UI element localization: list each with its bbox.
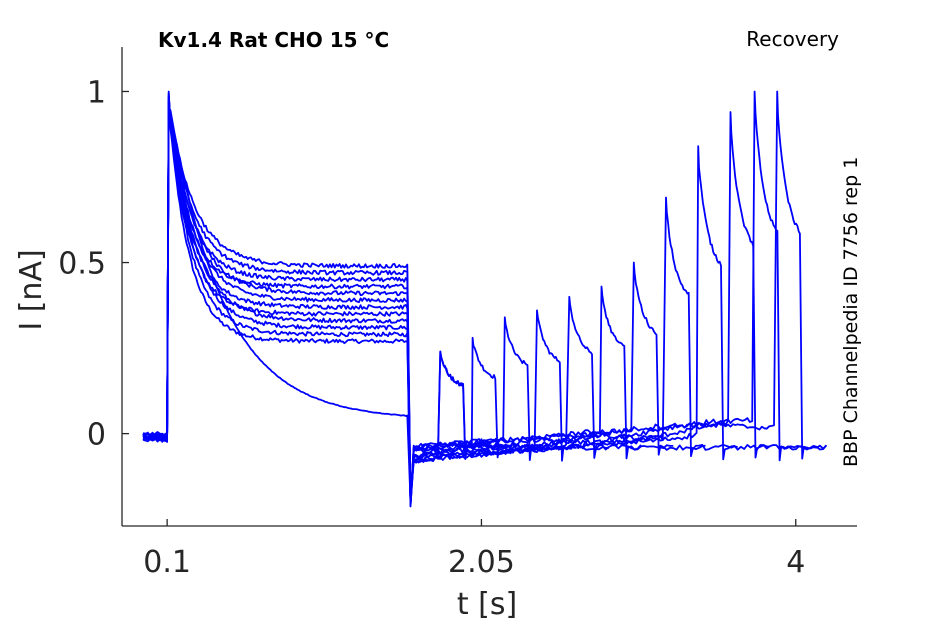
sweep-trace bbox=[142, 100, 706, 501]
channel-id-label: BBP Channelpedia ID 7756 rep 1 bbox=[840, 157, 862, 467]
sweep-trace bbox=[142, 106, 803, 506]
y-tick-label: 0 bbox=[87, 418, 106, 453]
sweep-trace bbox=[142, 97, 642, 507]
x-tick-label: 0.1 bbox=[143, 545, 191, 580]
sweep-trace bbox=[142, 90, 828, 502]
axes bbox=[121, 47, 857, 527]
x-axis-label: t [s] bbox=[457, 587, 517, 622]
y-tick-label: 0.5 bbox=[58, 247, 106, 282]
y-tick-label: 1 bbox=[87, 75, 106, 110]
ticks: 0.1 2.05 4 0 0.5 1 bbox=[58, 75, 805, 580]
x-tick-label: 2.05 bbox=[448, 545, 515, 580]
sweep-trace bbox=[142, 104, 771, 503]
x-tick-label: 4 bbox=[786, 545, 805, 580]
sweep-trace bbox=[142, 90, 828, 500]
sweep-trace bbox=[142, 109, 513, 503]
sweep-trace bbox=[142, 92, 542, 504]
y-axis-label: I [nA] bbox=[14, 249, 49, 330]
sweep-trace bbox=[142, 94, 577, 502]
traces bbox=[142, 90, 828, 508]
chart-title: Kv1.4 Rat CHO 15 °C bbox=[158, 28, 389, 52]
protocol-label: Recovery bbox=[746, 27, 839, 51]
